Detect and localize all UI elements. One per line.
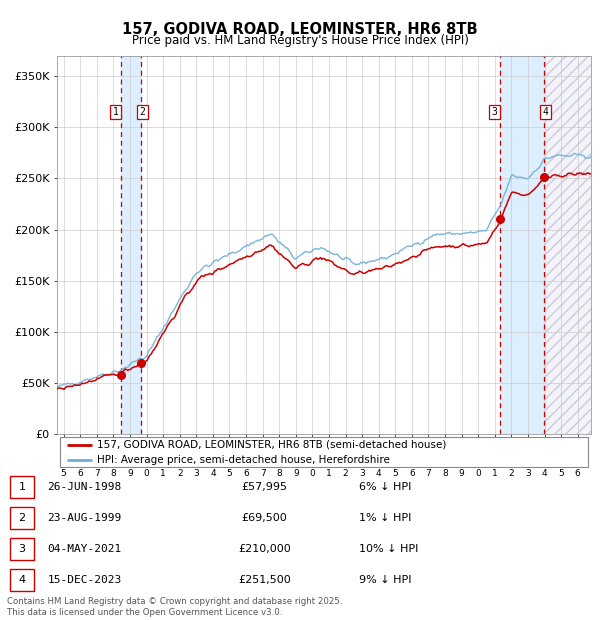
- Text: HPI: Average price, semi-detached house, Herefordshire: HPI: Average price, semi-detached house,…: [97, 454, 390, 465]
- Text: Contains HM Land Registry data © Crown copyright and database right 2025.
This d: Contains HM Land Registry data © Crown c…: [7, 598, 343, 617]
- Text: £210,000: £210,000: [238, 544, 291, 554]
- Bar: [10, 476, 34, 498]
- Text: 23-AUG-1999: 23-AUG-1999: [47, 513, 122, 523]
- Text: 1: 1: [19, 482, 26, 492]
- Text: 4: 4: [19, 575, 26, 585]
- Text: 3: 3: [19, 544, 26, 554]
- Text: 04-MAY-2021: 04-MAY-2021: [47, 544, 122, 554]
- Text: 1% ↓ HPI: 1% ↓ HPI: [359, 513, 412, 523]
- Text: 3: 3: [491, 107, 497, 117]
- Text: 2: 2: [19, 513, 26, 523]
- Text: £57,995: £57,995: [241, 482, 287, 492]
- Bar: [10, 507, 34, 529]
- Text: 10% ↓ HPI: 10% ↓ HPI: [359, 544, 419, 554]
- Text: £69,500: £69,500: [241, 513, 287, 523]
- Bar: [500, 56, 544, 434]
- Text: 9% ↓ HPI: 9% ↓ HPI: [359, 575, 412, 585]
- Text: 157, GODIVA ROAD, LEOMINSTER, HR6 8TB: 157, GODIVA ROAD, LEOMINSTER, HR6 8TB: [122, 22, 478, 37]
- Text: 26-JUN-1998: 26-JUN-1998: [47, 482, 122, 492]
- Text: Price paid vs. HM Land Registry's House Price Index (HPI): Price paid vs. HM Land Registry's House …: [131, 34, 469, 47]
- Text: 4: 4: [543, 107, 549, 117]
- Bar: [544, 56, 591, 434]
- Text: 1: 1: [113, 107, 119, 117]
- Bar: [10, 538, 34, 560]
- Text: 157, GODIVA ROAD, LEOMINSTER, HR6 8TB (semi-detached house): 157, GODIVA ROAD, LEOMINSTER, HR6 8TB (s…: [97, 440, 446, 450]
- Text: 15-DEC-2023: 15-DEC-2023: [47, 575, 122, 585]
- Text: 6% ↓ HPI: 6% ↓ HPI: [359, 482, 412, 492]
- Bar: [121, 56, 140, 434]
- Text: £251,500: £251,500: [238, 575, 291, 585]
- Bar: [10, 569, 34, 591]
- Text: 2: 2: [140, 107, 146, 117]
